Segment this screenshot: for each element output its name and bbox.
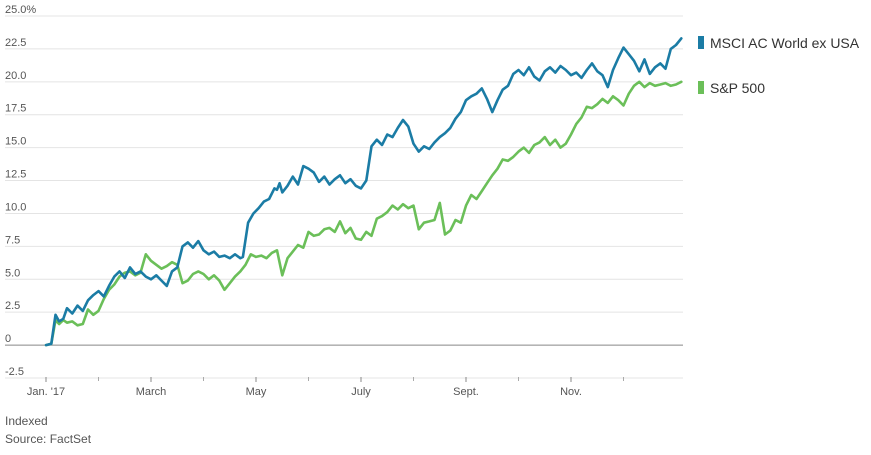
y-tick-label: 12.5 [5,169,26,181]
x-tick-label: Sept. [453,386,479,398]
y-tick-label: -2.5 [5,366,24,378]
series-line-msci-ac-world-ex-usa [44,37,683,347]
legend: MSCI AC World ex USA S&P 500 [698,35,860,96]
source-note: Source: FactSet [5,432,92,446]
y-tick-label: 20.0 [5,70,26,82]
y-axis-tick-labels: 25.0% 22.5 20.0 17.5 15.0 12.5 10.0 7.5 5.0 2.5 0 -… [5,4,36,378]
y-tick-label: 25.0% [5,4,36,16]
y-tick-label: 15.0 [5,136,26,148]
y-tick-label: 7.5 [5,234,20,246]
legend-label: MSCI AC World ex USA [710,35,860,51]
y-tick-label: 2.5 [5,300,20,312]
y-tick-label: 17.5 [5,103,26,115]
y-tick-label: 5.0 [5,267,20,279]
series-line-s-p-500 [44,80,683,347]
legend-swatch [698,36,704,49]
x-tick-label: Nov. [560,386,582,398]
x-axis: Jan. '17 March May July Sept. Nov. [5,344,683,398]
series-lines [44,37,683,347]
y-tick-label: 10.0 [5,201,26,213]
x-tick-label: March [136,386,167,398]
x-tick-label: July [351,386,371,398]
indexed-note: Indexed [5,414,48,428]
y-tick-label: 0 [5,333,11,345]
x-tick-label: Jan. '17 [27,386,65,398]
legend-label: S&P 500 [710,80,765,96]
y-tick-label: 22.5 [5,37,26,49]
gridlines [5,15,683,379]
x-tick-label: May [246,386,267,398]
legend-swatch [698,81,704,94]
